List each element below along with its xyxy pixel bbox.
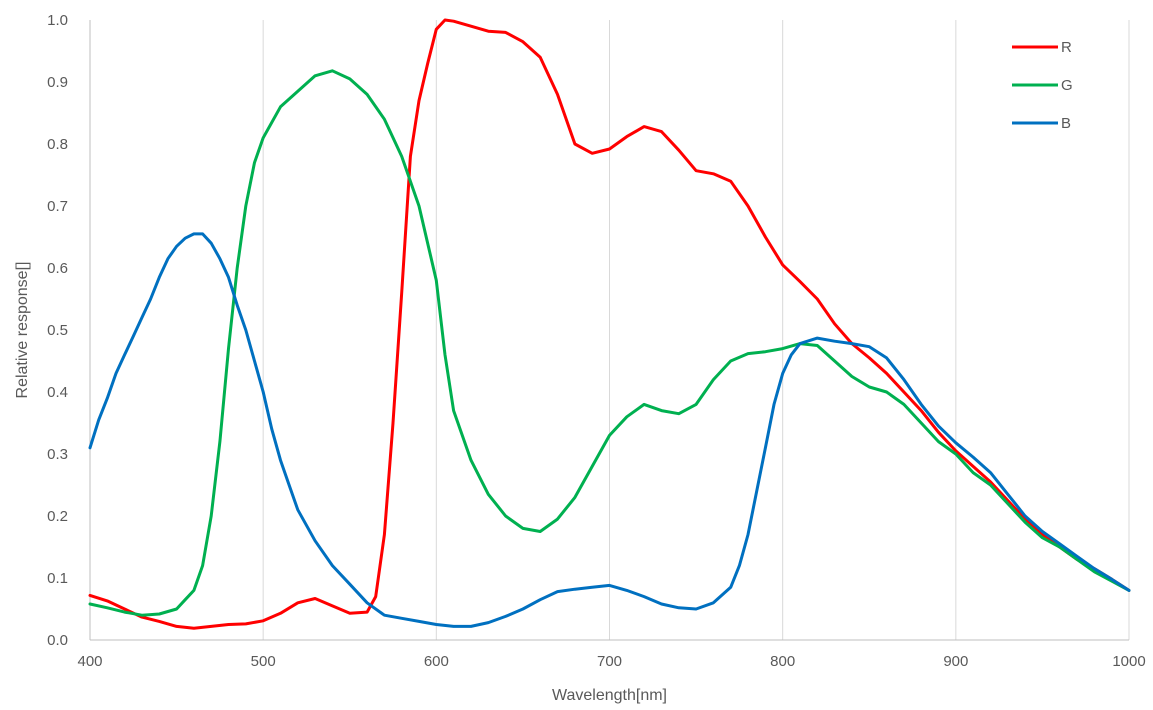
x-tick-label: 800 (770, 653, 795, 670)
legend-label-b: B (1061, 115, 1071, 132)
y-tick-label: 0.0 (47, 632, 68, 649)
x-tick-label: 600 (424, 653, 449, 670)
x-tick-label: 400 (77, 653, 102, 670)
legend-label-g: G (1061, 77, 1073, 94)
y-tick-label: 0.2 (47, 508, 68, 525)
y-tick-label: 0.5 (47, 322, 68, 339)
gridlines (89, 20, 1130, 640)
x-tick-label: 900 (943, 653, 968, 670)
x-axis-title: Wavelength[nm] (552, 687, 667, 704)
y-axis-title: Relative response[] (14, 262, 31, 399)
legend-label-r: R (1061, 39, 1072, 56)
y-tick-label: 0.3 (47, 446, 68, 463)
series-line-b (88, 232, 1131, 628)
x-tick-label: 700 (597, 653, 622, 670)
y-tick-label: 0.1 (47, 570, 68, 587)
y-tick-label: 0.8 (47, 136, 68, 153)
x-tick-label: 1000 (1112, 653, 1145, 670)
x-tick-label: 500 (251, 653, 276, 670)
y-tick-label: 1.0 (47, 12, 68, 29)
axes (89, 20, 1129, 641)
y-tick-label: 0.4 (47, 384, 68, 401)
y-tick-label: 0.6 (47, 260, 68, 277)
series-line-g (88, 69, 1131, 617)
tick-labels: 400 500 600 700 800 900 1000 0.0 0.1 0.2 0.3 0.4 0.5… (47, 12, 1146, 670)
legend: R G B (1004, 28, 1084, 144)
y-tick-label: 0.9 (47, 74, 68, 91)
y-tick-label: 0.7 (47, 198, 68, 215)
series-lines (88, 18, 1131, 630)
series-line-r (88, 18, 1131, 630)
